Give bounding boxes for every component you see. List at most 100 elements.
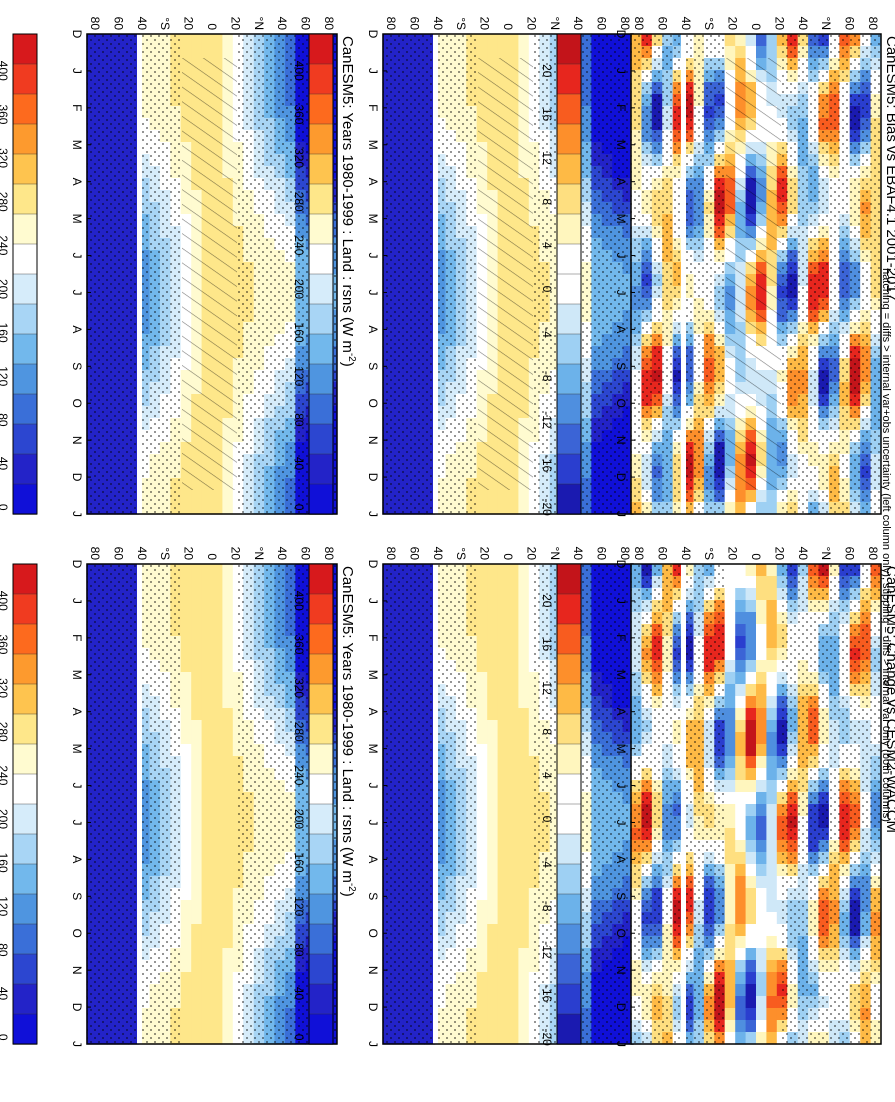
colorbar-label: 120 bbox=[292, 366, 306, 386]
x-tick-label: D bbox=[70, 1003, 84, 1012]
heatmap-cell bbox=[507, 816, 519, 829]
y-tick-label: 60 bbox=[111, 547, 125, 561]
heatmap-cell bbox=[190, 780, 202, 793]
heatmap-cell bbox=[507, 840, 519, 853]
colorbar-label: 0 bbox=[292, 504, 306, 511]
heatmap-cell bbox=[497, 900, 508, 913]
colorbar-label: 4 bbox=[540, 242, 554, 249]
colorbar-label: 320 bbox=[0, 148, 10, 168]
heatmap-cell bbox=[517, 576, 529, 589]
hatching-region bbox=[726, 58, 781, 490]
heatmap-cell bbox=[517, 828, 529, 841]
heatmap-cell bbox=[517, 768, 529, 781]
heatmap-cell bbox=[507, 720, 519, 733]
colorbar-swatch bbox=[308, 213, 334, 245]
colorbar-swatch bbox=[12, 453, 38, 485]
x-tick-label: A bbox=[366, 325, 380, 333]
heatmap-cell bbox=[221, 1032, 233, 1045]
heatmap-cell bbox=[765, 46, 777, 59]
colorbar-label: 200 bbox=[0, 809, 10, 829]
y-tick-label: 40 bbox=[679, 17, 693, 31]
panel-title-close: ) bbox=[339, 892, 356, 897]
heatmap-cell bbox=[201, 648, 212, 661]
heatmap-cell bbox=[211, 1020, 223, 1033]
heatmap-cell bbox=[221, 780, 233, 793]
colorbar-swatch bbox=[308, 183, 334, 215]
heatmap-cell bbox=[211, 996, 223, 1009]
colorbar-swatch bbox=[308, 423, 334, 455]
heatmap-cell bbox=[517, 708, 529, 721]
heatmap-cell bbox=[201, 900, 212, 913]
heatmap-cell bbox=[211, 624, 223, 637]
heatmap-cell bbox=[497, 600, 508, 613]
heatmap-cell bbox=[211, 912, 223, 925]
heatmap-cell bbox=[190, 960, 202, 973]
y-tick-label: 20 bbox=[478, 17, 492, 31]
heatmap-cell bbox=[507, 564, 519, 577]
heatmap-cell bbox=[211, 936, 223, 949]
heatmap-cell bbox=[201, 34, 212, 47]
heatmap-cell bbox=[507, 792, 519, 805]
heatmap-cell bbox=[211, 672, 223, 685]
heatmap-cell bbox=[190, 756, 202, 769]
heatmap-cell bbox=[755, 46, 767, 59]
heatmap-cell bbox=[221, 828, 233, 841]
heatmap-cell bbox=[486, 948, 498, 961]
heatmap-cell bbox=[507, 600, 519, 613]
colorbar-swatch bbox=[12, 923, 38, 955]
heatmap-cell bbox=[517, 792, 529, 805]
heatmap-cell bbox=[180, 46, 192, 59]
heatmap-cell bbox=[201, 684, 212, 697]
x-tick-label: O bbox=[70, 929, 84, 938]
heatmap-cell bbox=[486, 624, 498, 637]
colorbar-swatch bbox=[12, 1013, 38, 1045]
heatmap-cell bbox=[497, 924, 508, 937]
heatmap-cell bbox=[486, 696, 498, 709]
heatmap-cell bbox=[201, 720, 212, 733]
heatmap-cell bbox=[486, 840, 498, 853]
heatmap-cell bbox=[517, 864, 529, 877]
x-tick-label: J bbox=[366, 289, 380, 295]
heatmap-cell bbox=[517, 490, 529, 503]
heatmap-cell bbox=[190, 1020, 202, 1033]
heatmap-cell bbox=[497, 948, 508, 961]
y-tick-label: 60 bbox=[299, 547, 313, 561]
heatmap-cell bbox=[221, 876, 233, 889]
heatmap-cell bbox=[201, 924, 212, 937]
colorbar-swatch bbox=[12, 623, 38, 655]
heatmap-cell bbox=[765, 34, 777, 47]
heatmap-cell bbox=[221, 852, 233, 865]
heatmap-cell bbox=[497, 624, 508, 637]
x-tick-label: D bbox=[70, 473, 84, 482]
heatmap-cell bbox=[497, 696, 508, 709]
colorbar-label: 160 bbox=[292, 323, 306, 343]
colorbar-label: 240 bbox=[0, 765, 10, 785]
y-tick-label: °S bbox=[702, 17, 716, 30]
heatmap-cell bbox=[517, 588, 529, 601]
y-tick-label: 60 bbox=[655, 17, 669, 31]
heatmap-cell bbox=[517, 852, 529, 865]
heatmap-cell bbox=[734, 490, 746, 503]
heatmap-cell bbox=[190, 612, 202, 625]
x-tick-label: J bbox=[70, 598, 84, 604]
x-tick-label: D bbox=[366, 473, 380, 482]
heatmap-cell bbox=[201, 490, 212, 503]
heatmap-cell bbox=[507, 972, 519, 985]
heatmap-cell bbox=[486, 612, 498, 625]
heatmap-cell bbox=[211, 792, 223, 805]
heatmap-cell bbox=[517, 612, 529, 625]
heatmap-cell bbox=[221, 732, 233, 745]
x-tick-label: J bbox=[614, 68, 628, 74]
heatmap-cell bbox=[211, 756, 223, 769]
colorbar-swatch bbox=[12, 333, 38, 365]
colorbar-label: 40 bbox=[0, 457, 10, 471]
heatmap-cell bbox=[221, 648, 233, 661]
heatmap-cell bbox=[745, 502, 756, 515]
heatmap-cell bbox=[497, 502, 508, 515]
heatmap-cell bbox=[507, 612, 519, 625]
y-tick-label: 80 bbox=[88, 547, 102, 561]
heatmap-cell bbox=[497, 756, 508, 769]
heatmap-cell bbox=[517, 648, 529, 661]
heatmap-cell bbox=[190, 912, 202, 925]
